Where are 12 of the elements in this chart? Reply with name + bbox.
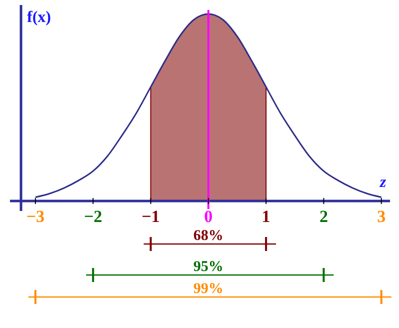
x-tick-label: −3 [26, 207, 45, 226]
text: 68% [193, 228, 224, 244]
x-tick-label: 3 [377, 207, 386, 226]
x-axis-title: z [378, 174, 387, 191]
text: 95% [193, 259, 224, 275]
x-tick-label: −1 [142, 207, 160, 226]
x-tick-label: 0 [204, 207, 213, 226]
text: 99% [193, 281, 224, 297]
y-axis-title: f(x) [27, 9, 51, 26]
x-tick-label: 1 [262, 207, 270, 226]
x-tick-label: −2 [84, 207, 102, 226]
x-tick-label: 2 [319, 207, 328, 226]
